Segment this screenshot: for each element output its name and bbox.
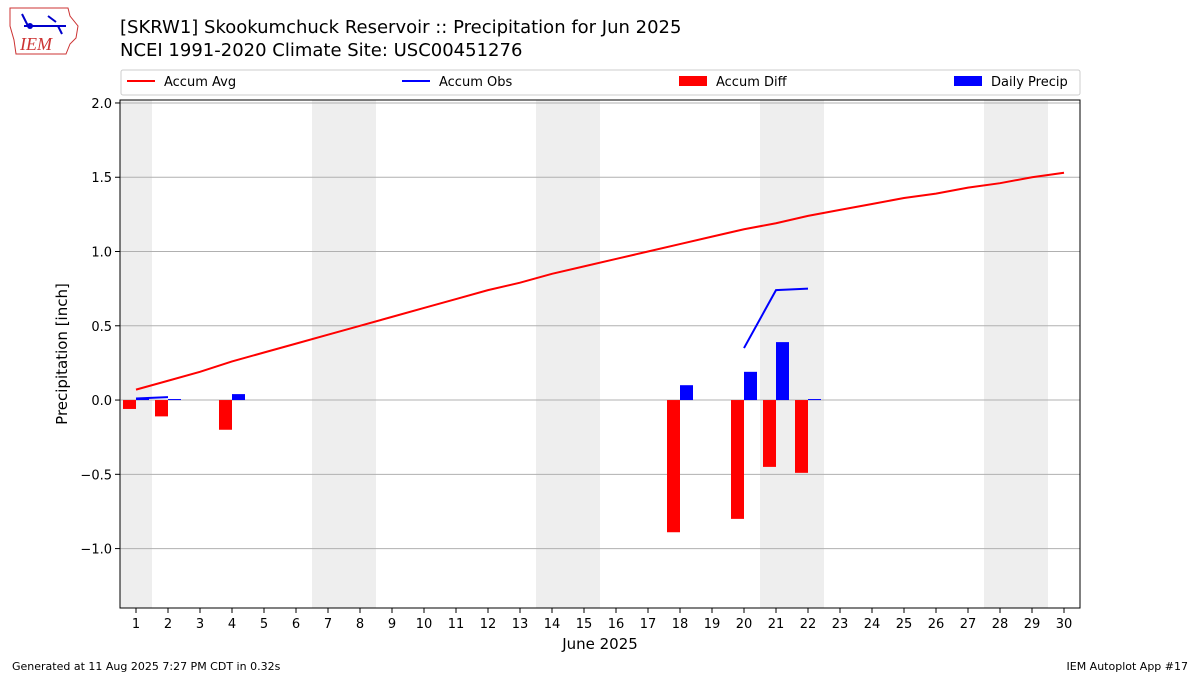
daily-precip-bar-day-21 <box>776 342 789 401</box>
y-tick-label: 1.5 <box>91 171 112 186</box>
weekend-band-day-7 <box>312 100 344 608</box>
iem-logo: IEM <box>9 7 79 55</box>
accum-avg-line <box>135 171 1065 391</box>
daily-precip-bar-day-1 <box>136 398 149 401</box>
x-tick-label: 3 <box>196 617 204 632</box>
accum-diff-bar-day-18 <box>667 400 680 533</box>
weekend-band-day-1 <box>120 100 152 608</box>
weather-station-icon <box>21 13 66 35</box>
x-tick-label: 21 <box>768 617 785 632</box>
x-tick-label: 1 <box>132 617 140 632</box>
x-tick-label: 19 <box>704 617 721 632</box>
x-tick-label: 11 <box>448 617 465 632</box>
accum-diff-bar-day-1 <box>123 400 136 409</box>
x-tick-label: 20 <box>736 617 753 632</box>
x-axis-label: June 2025 <box>561 635 638 653</box>
x-tick-label: 14 <box>544 617 561 632</box>
accum-diff-bar-day-22 <box>795 400 808 473</box>
y-tick-label: 0.0 <box>91 394 112 409</box>
footer-generated: Generated at 11 Aug 2025 7:27 PM CDT in … <box>12 660 281 673</box>
accum-diff-bar-day-2 <box>155 400 168 417</box>
y-tick-label: 2.0 <box>91 97 112 112</box>
x-tick-label: 5 <box>260 617 268 632</box>
x-tick-label: 9 <box>388 617 396 632</box>
chart-title-line2: NCEI 1991-2020 Climate Site: USC00451276 <box>120 40 523 61</box>
accum-diff-bar-day-21 <box>763 400 776 467</box>
daily-precip-bar-day-2 <box>168 399 181 401</box>
x-tick-label: 18 <box>672 617 689 632</box>
x-tick-label: 2 <box>164 617 172 632</box>
weekend-band-day-14 <box>536 100 568 608</box>
x-tick-label: 24 <box>864 617 881 632</box>
weekend-band-day-8 <box>344 100 376 608</box>
x-tick-label: 4 <box>228 617 236 632</box>
weekend-band-day-29 <box>1016 100 1048 608</box>
y-axis-label: Precipitation [inch] <box>53 283 71 425</box>
legend-label-accum-diff: Accum Diff <box>716 75 788 90</box>
station-dot-icon <box>27 23 33 29</box>
x-tick-label: 25 <box>896 617 913 632</box>
x-tick-label: 6 <box>292 617 300 632</box>
accum-obs-line-segment-2 <box>743 287 809 349</box>
legend-label-daily-precip: Daily Precip <box>991 75 1068 90</box>
logo-text: IEM <box>19 34 53 54</box>
daily-precip-bar-day-20 <box>744 371 757 401</box>
x-tick-label: 10 <box>416 617 433 632</box>
accum-obs-line-segment-1 <box>135 396 169 400</box>
legend-label-accum-avg: Accum Avg <box>164 75 236 90</box>
x-tick-label: 7 <box>324 617 332 632</box>
x-tick-label: 23 <box>832 617 849 632</box>
x-tick-label: 29 <box>1024 617 1041 632</box>
legend-swatch-daily-precip <box>954 76 982 86</box>
x-tick-label: 26 <box>928 617 945 632</box>
x-tick-label: 13 <box>512 617 529 632</box>
weekend-band-day-22 <box>792 100 824 608</box>
iowa-outline-icon <box>9 7 79 55</box>
x-tick-label: 22 <box>800 617 817 632</box>
chart-title-line1: [SKRW1] Skookumchuck Reservoir :: Precip… <box>120 17 682 38</box>
x-tick-label: 30 <box>1056 617 1073 632</box>
x-tick-label: 12 <box>480 617 497 632</box>
daily-precip-bar-day-22 <box>808 399 821 401</box>
y-tick-label: −1.0 <box>80 543 112 558</box>
legend-label-accum-obs: Accum Obs <box>439 75 512 90</box>
x-tick-label: 17 <box>640 617 657 632</box>
x-tick-label: 28 <box>992 617 1009 632</box>
y-tick-label: 0.5 <box>91 320 112 335</box>
daily-precip-bar-day-4 <box>232 394 245 401</box>
plot-frame <box>119 99 1081 609</box>
x-tick-label: 15 <box>576 617 593 632</box>
weekend-band-day-28 <box>984 100 1016 608</box>
y-tick-label: 1.0 <box>91 246 112 261</box>
daily-precip-bar-day-18 <box>680 385 693 401</box>
x-tick-label: 8 <box>356 617 364 632</box>
accum-diff-bar-day-20 <box>731 400 744 519</box>
accum-diff-bar-day-4 <box>219 400 232 430</box>
y-tick-label: −0.5 <box>80 468 112 483</box>
legend-swatch-accum-diff <box>679 76 707 86</box>
x-tick-label: 27 <box>960 617 977 632</box>
legend-box <box>120 69 1081 96</box>
weekend-band-day-15 <box>568 100 600 608</box>
x-tick-label: 16 <box>608 617 625 632</box>
footer-app-id: IEM Autoplot App #17 <box>1066 660 1189 673</box>
